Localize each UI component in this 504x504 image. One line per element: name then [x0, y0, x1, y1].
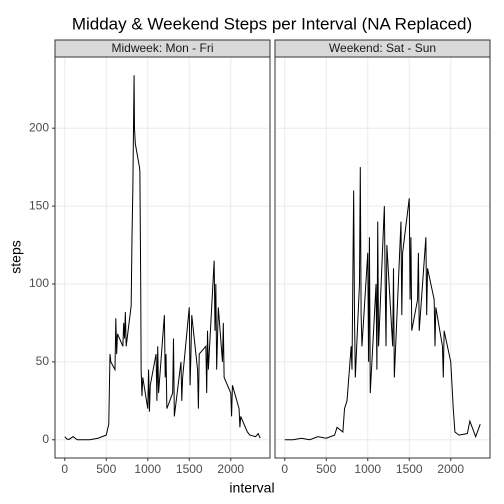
x-tick-label: 0 [61, 462, 68, 476]
y-tick-label: 200 [29, 120, 49, 134]
line [64, 75, 261, 441]
y-tick-label: 50 [36, 354, 50, 368]
x-tick-label: 1000 [134, 462, 161, 476]
panel [55, 57, 270, 458]
panel-border [274, 56, 491, 459]
x-tick-label: 2000 [217, 462, 244, 476]
strip-label: Weekend: Sat - Sun [329, 41, 436, 55]
x-tick-label: 2000 [437, 462, 464, 476]
chart-title: Midday & Weekend Steps per Interval (NA … [72, 14, 472, 33]
y-tick-label: 100 [29, 276, 49, 290]
panel-border [54, 56, 271, 459]
line [284, 167, 481, 441]
x-tick-label: 500 [316, 462, 336, 476]
strip-label: Midweek: Mon - Fri [111, 41, 213, 55]
x-tick-label: 1500 [176, 462, 203, 476]
x-tick-label: 500 [96, 462, 116, 476]
y-tick-label: 150 [29, 198, 49, 212]
y-axis-label: steps [8, 240, 24, 273]
x-axis-label: interval [229, 480, 274, 496]
x-tick-label: 1000 [354, 462, 381, 476]
x-tick-label: 1500 [396, 462, 423, 476]
y-tick-label: 0 [42, 432, 49, 446]
x-tick-label: 0 [281, 462, 288, 476]
